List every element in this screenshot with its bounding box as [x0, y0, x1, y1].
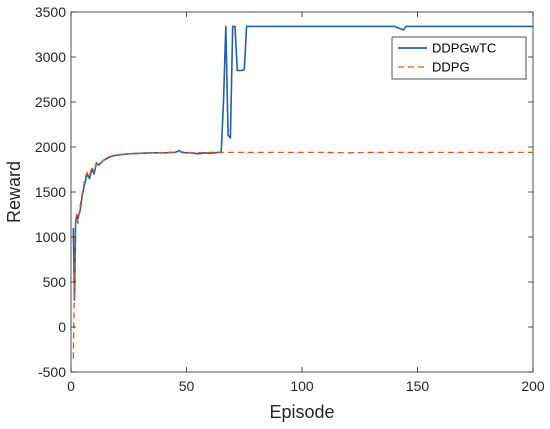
y-tick-label: 0: [58, 319, 66, 335]
y-tick-label: 3500: [35, 4, 66, 20]
legend-box: [391, 36, 527, 80]
y-tick-label: 500: [43, 274, 67, 290]
y-tick-label: 1500: [35, 184, 66, 200]
legend-label-ddpg: DDPG: [432, 60, 470, 75]
y-tick-label: -500: [38, 364, 66, 380]
y-tick-label: 1000: [35, 229, 66, 245]
y-tick-label: 3000: [35, 49, 66, 65]
x-tick-label: 200: [521, 378, 545, 394]
x-tick-label: 0: [67, 378, 75, 394]
x-axis-ticks: 0 50 100 150 200: [67, 12, 545, 394]
y-axis-label: Reward: [4, 161, 24, 223]
x-tick-label: 100: [290, 378, 314, 394]
x-tick-label: 150: [406, 378, 430, 394]
legend: DDPGwTC DDPG: [391, 36, 527, 80]
x-axis-label: Episode: [269, 402, 334, 422]
legend-label-ddpgwtc: DDPGwTC: [432, 41, 496, 56]
y-tick-label: 2500: [35, 94, 66, 110]
x-tick-label: 50: [179, 378, 195, 394]
y-axis-ticks: -500 0 500 1000 1500 2000 2500 3000 3500: [35, 4, 533, 380]
y-tick-label: 2000: [35, 139, 66, 155]
